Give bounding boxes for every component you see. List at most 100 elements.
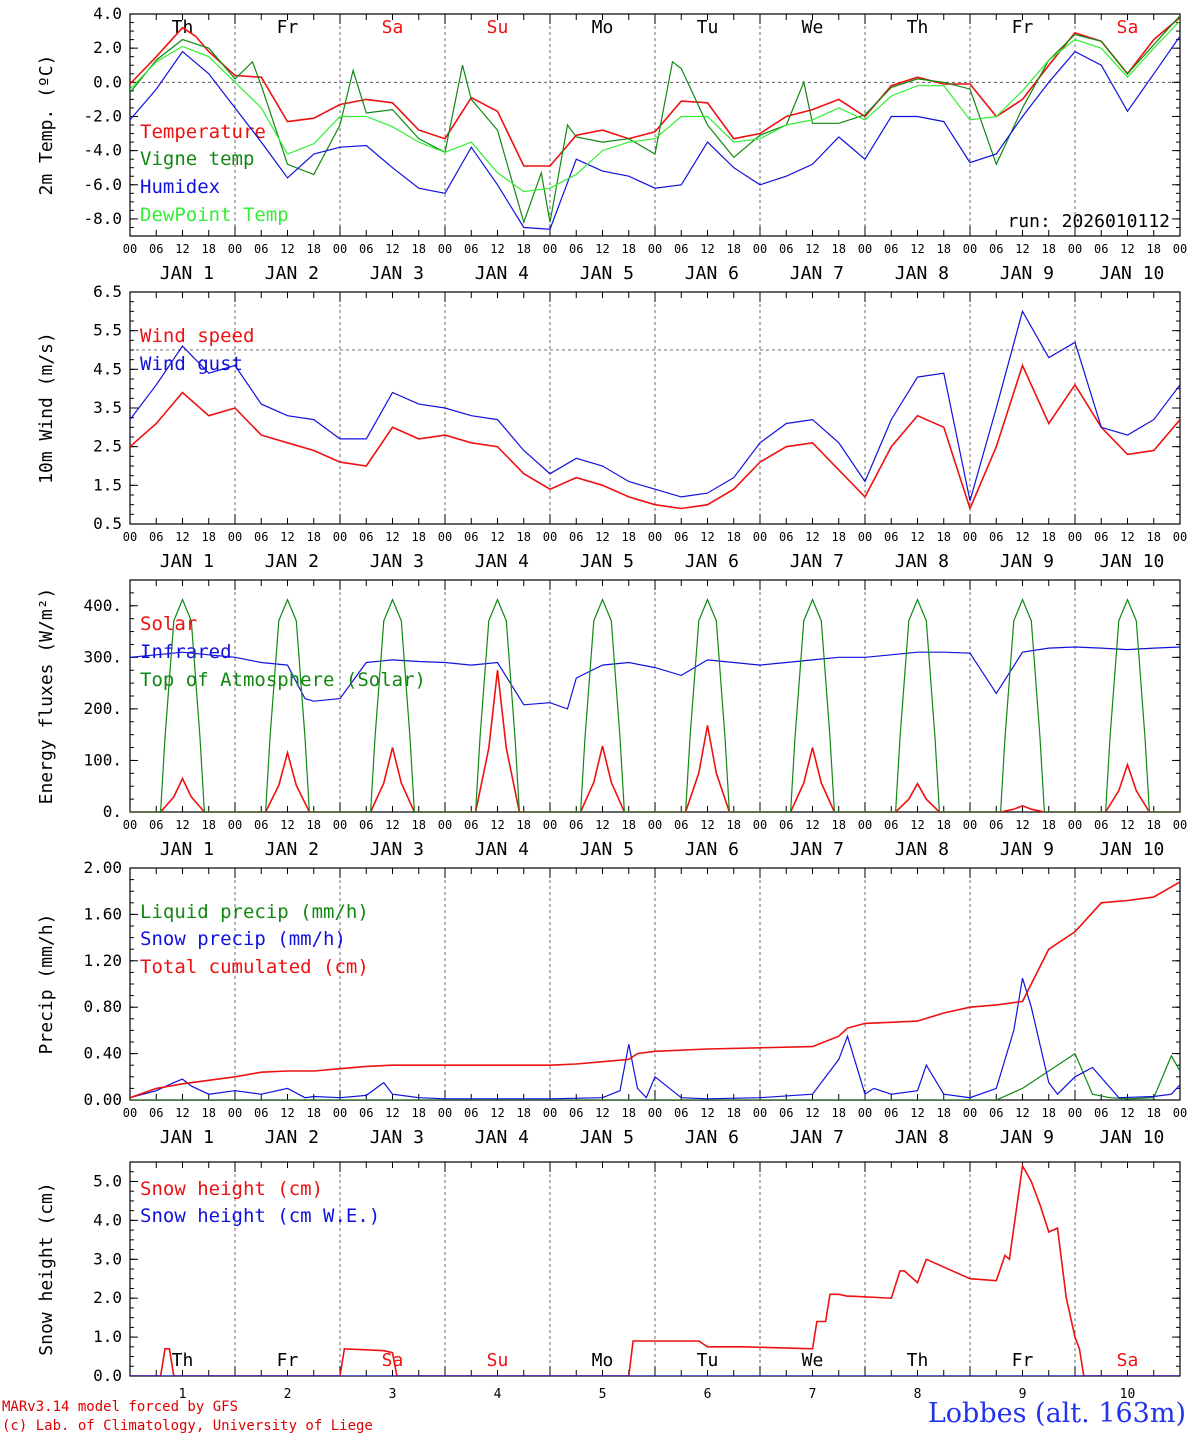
x-date-label: JAN 1 [160,1127,214,1148]
y-axis-label: Precip (mm/h) [36,914,57,1055]
meteogram: -8.0 -6.0 -4.0 -2.0 0.0 2.0 4.0 2m Temp. (ºC) 00… [36,4,1187,1428]
series-line-wind-1 [130,309,1180,501]
x-hour-label: 00 [123,530,137,544]
x-hour-label: 00 [1173,1106,1187,1120]
x-hour-label: 12 [1015,818,1029,832]
x-hour-label: 12 [805,530,819,544]
x-hour-label: 18 [202,1106,216,1120]
x-hour-label: 18 [622,530,636,544]
x-hour-label: 18 [517,242,531,256]
y-tick-label: 0.40 [83,1044,122,1063]
x-hour-label: 12 [805,242,819,256]
x-hour-label: 00 [963,1106,977,1120]
x-hour-label: 18 [307,530,321,544]
x-date-label: JAN 9 [1000,551,1054,572]
day-number-label: 8 [914,1387,922,1398]
x-hour-label: 06 [884,1106,898,1120]
x-date-label: JAN 7 [790,263,844,284]
y-tick-label: 1.0 [93,1327,122,1346]
x-hour-label: 00 [438,818,452,832]
x-hour-label: 00 [333,530,347,544]
y-tick-label: 0.0 [93,72,122,91]
x-hour-label: 06 [1094,530,1108,544]
x-hour-label: 00 [1173,818,1187,832]
series-line-temperature-3 [130,20,1180,193]
x-hour-label: 12 [595,1106,609,1120]
weekday-label: Sa [1117,17,1139,38]
y-tick-label: 0.5 [93,514,122,533]
series-line-energy-1 [130,646,1180,710]
panel-temperature: -8.0 -6.0 -4.0 -2.0 0.0 2.0 4.0 2m Temp. (ºC) 00… [36,4,1187,284]
x-date-label: JAN 6 [685,839,739,860]
weekday-label: Mo [592,17,614,38]
x-date-label: JAN 7 [790,551,844,572]
legend-entry: DewPoint Temp [140,204,289,226]
x-date-label: JAN 1 [160,839,214,860]
x-hour-label: 18 [202,242,216,256]
x-hour-label: 18 [412,818,426,832]
series-line-temperature-0 [130,26,1155,167]
legend-entry: Snow precip (mm/h) [140,928,346,950]
x-hour-label: 12 [700,818,714,832]
weekday-label: Su [487,1350,509,1371]
legend-entry: Infrared [140,641,232,663]
x-hour-label: 06 [884,818,898,832]
x-hour-label: 06 [569,1106,583,1120]
x-hour-label: 12 [700,242,714,256]
x-hour-label: 00 [963,818,977,832]
x-hour-label: 00 [333,818,347,832]
y-axis-label: 2m Temp. (ºC) [36,55,57,196]
x-date-label: JAN 1 [160,263,214,284]
x-hour-label: 00 [963,242,977,256]
y-tick-label: 2.5 [93,437,122,456]
y-tick-label: 5.5 [93,321,122,340]
x-hour-label: 00 [648,818,662,832]
x-hour-label: 00 [753,242,767,256]
weekday-label: Su [487,17,509,38]
legend-entry: Top of Atmosphere (Solar) [140,669,426,691]
x-hour-label: 06 [989,1106,1003,1120]
x-hour-label: 12 [805,818,819,832]
footer-credits: MARv3.14 model forced by GFS (c) Lab. of… [2,1398,373,1436]
weekday-label: Tu [697,17,719,38]
y-tick-label: 100. [83,750,122,769]
day-number-label: 9 [1019,1387,1027,1398]
x-hour-label: 18 [727,530,741,544]
x-date-label: JAN 7 [790,839,844,860]
x-hour-label: 12 [490,818,504,832]
x-hour-label: 18 [517,818,531,832]
x-hour-label: 06 [149,242,163,256]
x-hour-label: 12 [175,1106,189,1120]
x-hour-label: 06 [1094,818,1108,832]
x-hour-label: 06 [674,530,688,544]
panel-precip: 0.00 0.40 0.80 1.20 1.60 2.00 Precip (mm/h) 00 0… [36,858,1187,1148]
legend-entry: Liquid precip (mm/h) [140,901,369,923]
x-hour-label: 18 [832,1106,846,1120]
x-hour-label: 00 [228,242,242,256]
x-hour-label: 18 [202,818,216,832]
y-axis-label: 10m Wind (m/s) [36,332,57,484]
legend-entry: Humidex [140,176,220,198]
x-date-label: JAN 9 [1000,839,1054,860]
x-hour-label: 00 [1068,530,1082,544]
x-hour-label: 06 [569,242,583,256]
x-hour-label: 12 [805,1106,819,1120]
x-hour-label: 06 [464,530,478,544]
weekday-label: We [802,17,824,38]
legend-entry: Total cumulated (cm) [140,956,369,978]
weekday-label: Fr [277,17,299,38]
x-hour-label: 00 [858,818,872,832]
x-hour-label: 06 [254,242,268,256]
x-hour-label: 18 [1042,1106,1056,1120]
weekday-label: Sa [1117,1350,1139,1371]
x-hour-label: 06 [254,1106,268,1120]
x-hour-label: 00 [648,1106,662,1120]
weekday-label: Sa [382,17,404,38]
y-tick-label: 1.5 [93,475,122,494]
x-date-label: JAN 3 [370,551,424,572]
day-number-label: 4 [494,1387,502,1398]
x-date-label: JAN 5 [580,263,634,284]
series-line-precip-0 [130,1052,1180,1100]
x-hour-label: 12 [1015,530,1029,544]
x-hour-label: 00 [1068,1106,1082,1120]
